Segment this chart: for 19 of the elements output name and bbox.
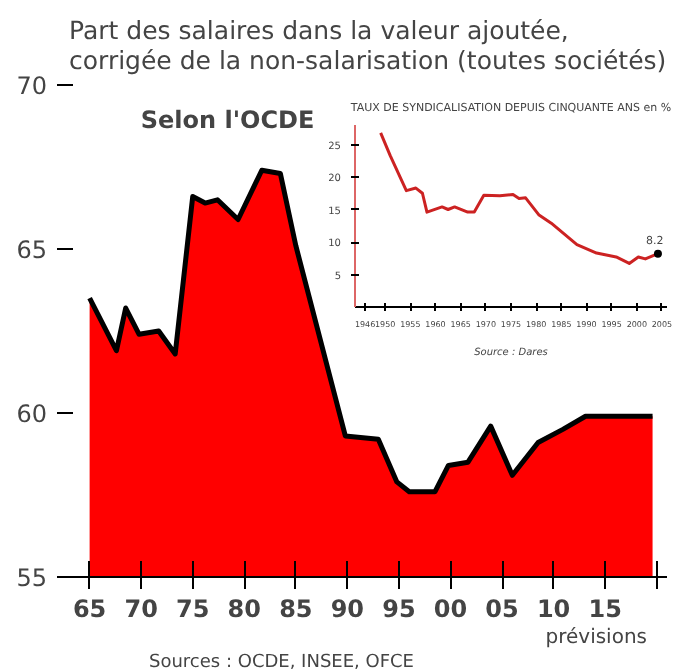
x-tick-label: 65 — [72, 595, 107, 623]
x-tick-label: 10 — [536, 595, 571, 623]
x-tick-label: 85 — [279, 595, 313, 623]
source-note: Sources : OCDE, INSEE, OFCE — [149, 653, 415, 672]
x-tick-label: 00 — [433, 595, 468, 623]
x-tick-label: 95 — [382, 595, 416, 623]
y-tick-label: 60 — [16, 400, 48, 428]
x-tick-label: 05 — [485, 595, 519, 623]
x-tick-label: 80 — [227, 595, 261, 623]
x-tick-label: 15 — [588, 595, 622, 623]
y-tick-label: 70 — [16, 72, 48, 100]
text: Selon l'OCDE — [140, 106, 315, 135]
chart-title: Part des salaires dans la valeur ajoutée, corrigée de la non-salarisation (toutes sociétés) — [69, 15, 667, 75]
x-tick-label: 70 — [124, 595, 158, 623]
y-tick-label: 65 — [16, 236, 48, 264]
x-tick-label: 75 — [176, 595, 210, 623]
text: prévisions — [545, 627, 648, 649]
x-tick-label: 90 — [330, 595, 365, 623]
y-tick-label: 55 — [16, 564, 48, 592]
